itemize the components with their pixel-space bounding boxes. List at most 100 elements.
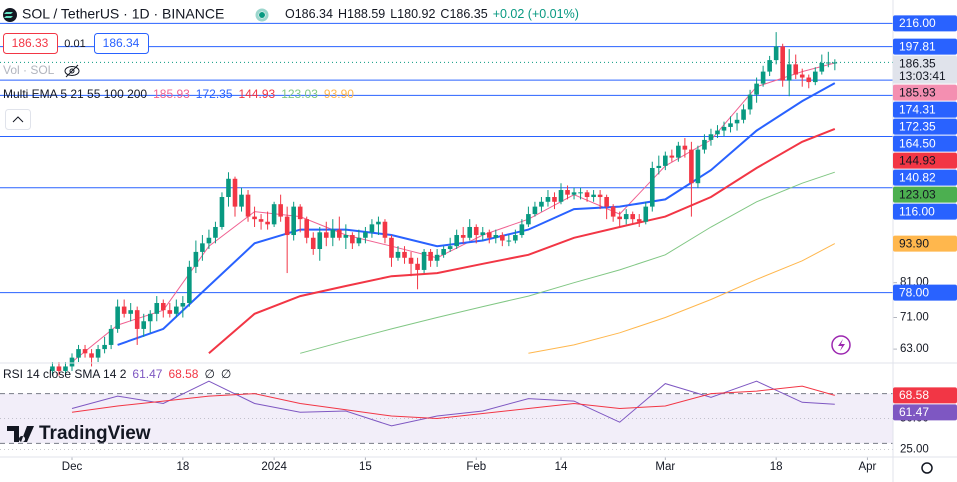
legend-value: 123.03: [281, 87, 318, 101]
buy-button[interactable]: [94, 33, 149, 54]
x-tick-label: 15: [359, 461, 372, 473]
candle-body: [343, 235, 349, 238]
sell-button[interactable]: [3, 33, 58, 54]
volume-legend[interactable]: Vol · SOL: [3, 63, 55, 77]
ohlc-legend: O186.34 H188.59 L180.92 C186.35 +0.02 (+0.01…: [285, 7, 579, 21]
legend-value: 61.47: [132, 367, 162, 381]
price-label-box: [893, 135, 957, 152]
candle-body: [630, 214, 636, 220]
candle-body: [441, 249, 446, 255]
candle-body: [454, 235, 459, 247]
candle-body: [174, 306, 179, 314]
candle-body: [89, 353, 94, 358]
candle-body: [232, 178, 238, 207]
rsi-label: 68.58: [899, 388, 929, 402]
candle-body: [415, 263, 420, 270]
candle-body: [493, 235, 499, 238]
rsi-legend[interactable]: RSI 14 close SMA 14 2 61.47 68.58 ∅ ∅: [3, 367, 231, 381]
rsi-band: [0, 393, 893, 444]
candle-body: [141, 321, 147, 329]
candle-body: [649, 167, 655, 207]
candle-body: [284, 216, 290, 236]
rsi-line: [71, 385, 835, 420]
price-label-box: [893, 118, 957, 135]
candle-body: [121, 306, 127, 314]
legend-value: L180.92: [390, 7, 435, 21]
candle-body: [689, 149, 694, 184]
legend-value: ∅: [204, 367, 214, 381]
ema-line: [300, 171, 835, 354]
candle-body: [376, 221, 381, 225]
hide-icon[interactable]: [64, 64, 80, 78]
candle-body: [350, 235, 355, 244]
candle-body: [578, 192, 583, 194]
legend-value: 172.35: [196, 87, 233, 101]
legend-value: RSI 14 close SMA 14 2: [3, 367, 127, 381]
candle-body: [297, 206, 303, 220]
alert-icon[interactable]: [831, 335, 851, 355]
candle-body: [304, 219, 310, 238]
legend-value: Multi EMA 5 21 55 100 200: [3, 87, 147, 101]
candle-body: [754, 83, 759, 95]
legend-value: +0.02 (+0.01%): [493, 7, 579, 21]
candle-body: [115, 306, 120, 329]
candle-body: [134, 310, 140, 329]
settings-icon[interactable]: [921, 462, 933, 474]
market-status-dot: [259, 12, 265, 18]
candle-body: [102, 344, 107, 350]
price-label: 216.00: [899, 16, 936, 30]
y-tick-label: 63.00: [900, 343, 929, 355]
ema-line: [208, 127, 836, 355]
legend-value: O186.34: [285, 7, 333, 21]
candle-body: [258, 219, 264, 222]
spread: 0.01: [64, 38, 85, 50]
candle-body: [187, 266, 192, 304]
candle-body: [545, 197, 551, 202]
price-label-box: [893, 15, 957, 32]
candle-body: [167, 310, 173, 314]
candle-body: [812, 71, 818, 83]
buy-price: 186.34: [103, 36, 140, 50]
price-label: 144.93: [899, 153, 936, 167]
candle-body: [532, 206, 538, 215]
candle-body: [702, 139, 707, 150]
candle-body: [369, 224, 375, 233]
x-tick-label: 2024: [261, 461, 287, 473]
legend-value: 144.93: [239, 87, 276, 101]
candle-body: [506, 240, 512, 242]
price-label-box: [893, 169, 957, 186]
price-label-box: [893, 101, 957, 118]
y-tick-label: 71.00: [900, 312, 929, 324]
logo[interactable]: TradingView: [7, 423, 151, 444]
price-label-box: [893, 152, 957, 169]
legend-value: C186.35: [440, 7, 487, 21]
ema-legend[interactable]: Multi EMA 5 21 55 100 200 185.93 172.35 144…: [3, 87, 354, 101]
candle-body: [500, 235, 505, 241]
candle-body: [447, 246, 453, 250]
candle-body: [402, 251, 407, 258]
candle-body: [826, 62, 831, 64]
x-tick-label: 14: [555, 461, 568, 473]
ema-line: [117, 82, 836, 346]
candle-body: [643, 206, 649, 222]
candle-body: [467, 226, 473, 238]
candle-body: [819, 62, 825, 72]
price-label: 172.35: [899, 119, 936, 133]
candle-body: [584, 192, 590, 198]
candle-body: [513, 235, 518, 241]
candle-body: [76, 349, 81, 358]
collapse-button[interactable]: [5, 109, 31, 130]
candle-body: [526, 214, 531, 225]
candle-body: [558, 190, 564, 202]
candle-body: [219, 197, 225, 227]
x-tick-label: 18: [176, 461, 189, 473]
candle-body: [389, 237, 394, 258]
candle-body: [180, 303, 186, 307]
candle-body: [147, 313, 153, 322]
candle-body: [760, 71, 766, 84]
price-label-box: [893, 38, 957, 55]
candle-body: [56, 366, 62, 371]
candle-body: [323, 232, 329, 238]
candle-body: [395, 251, 401, 258]
symbol-title[interactable]: SOL / TetherUS · 1D · BINANCE: [22, 6, 224, 22]
